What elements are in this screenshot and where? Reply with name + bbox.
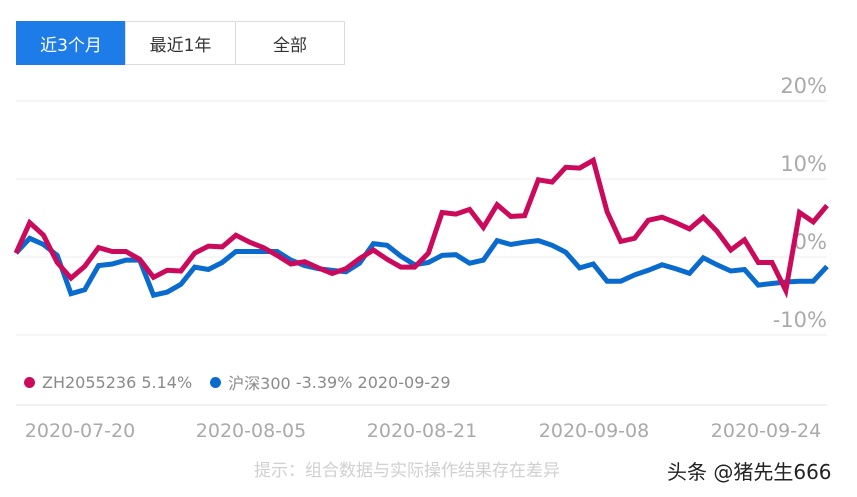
legend-item-portfolio[interactable]: ZH2055236 5.14% [24,373,192,392]
tab-1-year[interactable]: 最近1年 [125,21,236,65]
y-tick-label: 20% [780,74,827,98]
legend-portfolio-value: 5.14% [141,372,193,392]
x-tick-label: 2020-08-05 [196,420,306,442]
x-tick-label: 2020-09-24 [711,420,821,442]
legend-portfolio-name: ZH2055236 [42,372,137,392]
legend-dot-portfolio [24,376,35,388]
y-tick-label: 0% [794,230,827,254]
legend-index-value: -3.39% [295,372,353,392]
x-tick-label: 2020-07-20 [25,420,135,442]
series-line-portfolio [13,156,829,299]
legend-dot-index [210,376,222,388]
series-line-index [14,235,829,299]
disclaimer-hint: 提示：组合数据与实际操作结果存在差异 [254,461,560,481]
y-tick-label: 10% [780,152,827,176]
legend-index-date: 2020-09-29 [357,372,451,392]
y-tick-label: -10% [773,308,827,332]
x-tick-label: 2020-08-21 [367,420,477,442]
tab-all[interactable]: 全部 [235,21,345,65]
watermark: 头条 @猪先生666 [667,460,832,484]
legend-index-name: 沪深300 [228,374,291,393]
legend-item-index[interactable]: 沪深300 -3.39% 2020-09-29 [210,370,451,394]
period-tabs: 近3个月 最近1年 全部 [16,21,345,65]
chart-legend: ZH2055236 5.14% 沪深300 -3.39% 2020-09-29 [24,370,469,394]
tab-3-months[interactable]: 近3个月 [16,21,126,65]
x-tick-label: 2020-09-08 [539,420,649,442]
